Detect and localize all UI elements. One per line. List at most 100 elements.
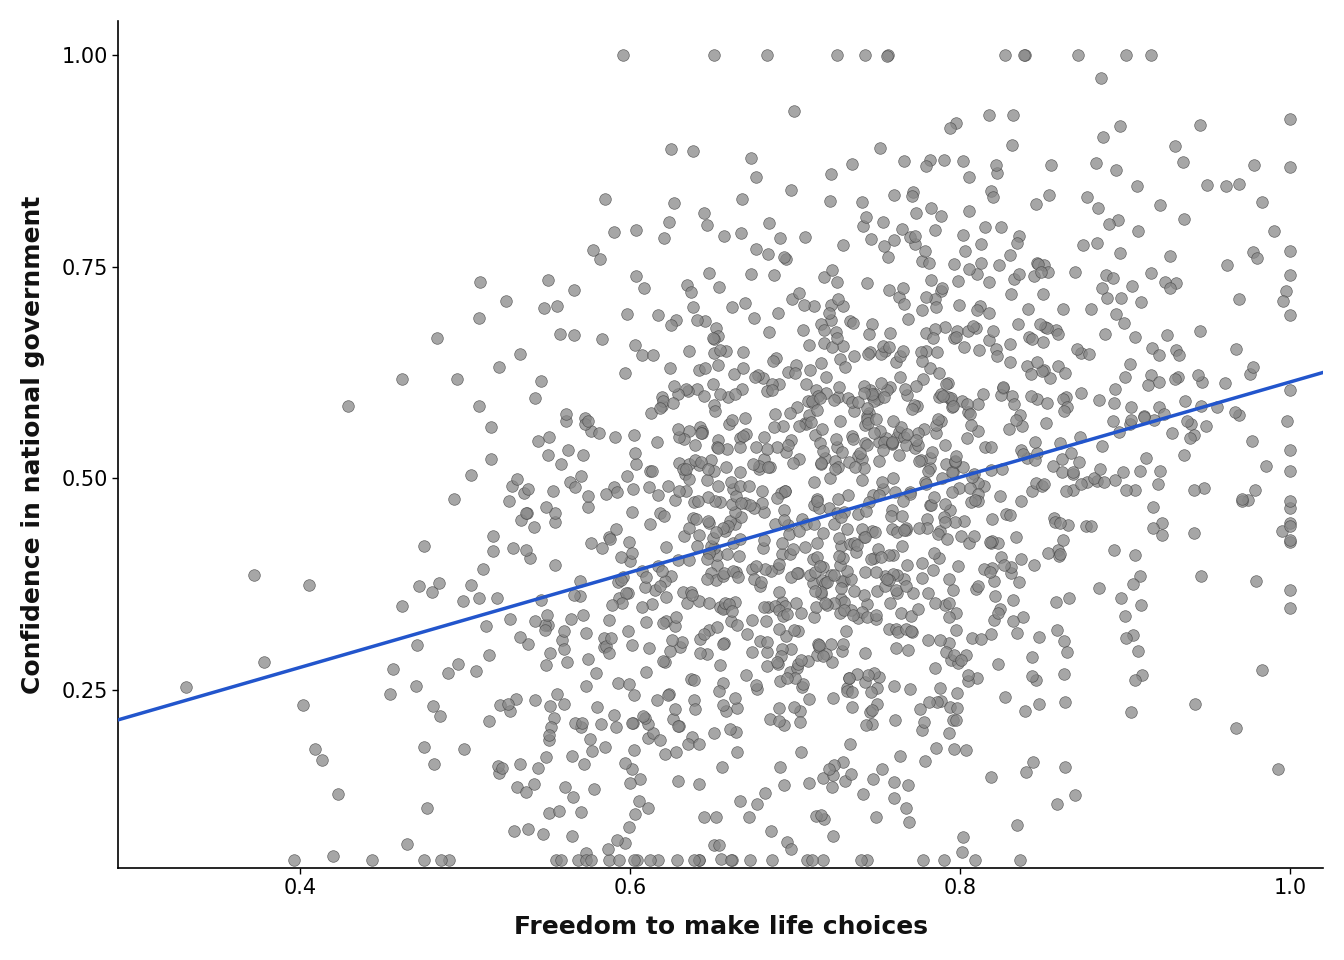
Point (382, 661, 403, 677)
Point (817, 597, 839, 612)
Point (618, 820, 640, 835)
Point (986, 657, 1008, 672)
Point (1107, 212, 1129, 228)
Point (743, 500, 765, 516)
Point (978, 275, 1000, 290)
Point (1093, 475, 1114, 491)
Point (704, 403, 726, 419)
Point (913, 371, 934, 386)
Point (786, 358, 808, 373)
Point (1047, 359, 1068, 374)
Point (759, 459, 781, 474)
Point (882, 502, 903, 517)
Point (578, 413, 599, 428)
Point (700, 539, 722, 554)
Point (694, 809, 715, 825)
Point (685, 539, 707, 554)
Point (543, 710, 564, 726)
Point (548, 804, 570, 819)
Point (586, 699, 607, 714)
Point (883, 566, 905, 582)
Point (661, 141, 683, 156)
Point (673, 529, 695, 544)
Point (788, 657, 809, 672)
Point (856, 718, 878, 733)
Point (804, 299, 825, 314)
Point (284, 852, 305, 867)
Point (663, 195, 684, 210)
Point (1136, 450, 1157, 466)
Point (909, 454, 930, 469)
Point (774, 483, 796, 498)
Point (782, 540, 804, 556)
Point (594, 630, 616, 645)
Point (840, 603, 862, 618)
Point (1034, 319, 1055, 334)
Point (1133, 408, 1154, 423)
Point (429, 708, 450, 724)
Point (837, 487, 859, 502)
Point (1036, 321, 1058, 336)
Point (923, 322, 945, 337)
Point (609, 852, 630, 867)
Point (792, 679, 813, 694)
Point (958, 261, 980, 276)
Point (563, 327, 585, 343)
Point (430, 852, 452, 867)
Point (820, 313, 841, 328)
Point (646, 488, 668, 503)
Point (722, 852, 743, 867)
Point (741, 561, 762, 576)
Point (805, 808, 827, 824)
Point (1165, 343, 1187, 358)
Point (640, 406, 661, 421)
Point (641, 596, 663, 612)
Point (469, 310, 491, 325)
Point (991, 461, 1012, 476)
Point (703, 346, 724, 361)
Point (823, 516, 844, 532)
Point (653, 230, 675, 246)
Point (1059, 590, 1081, 606)
Point (1113, 465, 1134, 480)
Point (660, 317, 681, 332)
Point (1007, 235, 1028, 251)
Point (968, 422, 989, 438)
Point (591, 540, 613, 556)
Point (876, 571, 898, 587)
Point (945, 115, 966, 131)
Point (782, 455, 804, 470)
Point (821, 654, 843, 669)
Point (1007, 625, 1028, 640)
Point (839, 670, 860, 685)
Point (689, 632, 711, 647)
Point (810, 807, 832, 823)
Point (1279, 493, 1301, 509)
Point (831, 539, 852, 554)
Point (737, 627, 758, 642)
Point (746, 242, 767, 257)
Point (513, 485, 535, 500)
Point (812, 771, 833, 786)
Point (1124, 483, 1145, 498)
Point (859, 405, 880, 420)
Point (552, 623, 574, 638)
Point (312, 752, 333, 767)
Point (946, 606, 968, 621)
Point (476, 618, 497, 634)
Point (1021, 650, 1043, 665)
Point (903, 228, 925, 244)
Point (762, 852, 784, 867)
Point (802, 551, 824, 566)
Point (984, 588, 1005, 604)
Point (794, 416, 816, 431)
Point (659, 686, 680, 702)
Point (649, 400, 671, 416)
Point (707, 357, 728, 372)
Point (978, 108, 1000, 123)
Point (870, 347, 891, 362)
Point (970, 236, 992, 252)
Point (868, 454, 890, 469)
Point (1121, 278, 1142, 294)
Point (766, 439, 788, 454)
